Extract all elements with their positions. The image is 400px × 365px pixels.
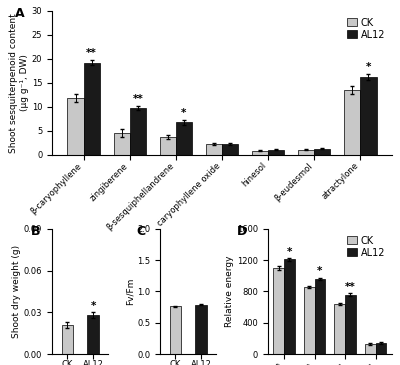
Text: *: * <box>90 301 96 311</box>
Legend: CK, AL12: CK, AL12 <box>345 16 387 42</box>
Y-axis label: Fv/Fm: Fv/Fm <box>125 278 134 305</box>
Text: **: ** <box>132 94 143 104</box>
Bar <box>268 150 284 155</box>
Bar <box>62 325 73 354</box>
Y-axis label: Shoot sesquiterpenoid content
(μg g⁻¹, DW): Shoot sesquiterpenoid content (μg g⁻¹, D… <box>10 13 29 153</box>
Bar <box>360 77 376 155</box>
Bar <box>345 295 356 354</box>
Bar <box>195 305 207 354</box>
Bar <box>87 315 99 354</box>
Text: **: ** <box>86 49 97 58</box>
Bar <box>314 149 330 155</box>
Text: *: * <box>181 108 187 118</box>
Bar <box>170 307 181 354</box>
Text: D: D <box>237 225 247 238</box>
Bar <box>160 137 176 155</box>
Bar <box>376 343 386 354</box>
Bar <box>334 304 345 354</box>
Text: *: * <box>317 266 323 276</box>
Bar <box>114 133 130 155</box>
Text: A: A <box>15 7 24 20</box>
Bar <box>304 287 315 354</box>
Bar <box>315 279 325 354</box>
Bar <box>176 122 192 155</box>
Bar <box>84 63 100 155</box>
Y-axis label: Shoot dry weight (g): Shoot dry weight (g) <box>12 245 21 338</box>
Text: *: * <box>287 247 292 257</box>
Bar <box>298 150 314 155</box>
Text: C: C <box>136 225 145 238</box>
Bar <box>344 90 360 155</box>
Text: **: ** <box>345 282 356 292</box>
Text: B: B <box>30 225 40 238</box>
Bar <box>365 344 376 354</box>
Legend: CK, AL12: CK, AL12 <box>345 234 387 260</box>
Bar <box>206 144 222 155</box>
Bar <box>130 108 146 155</box>
Y-axis label: Relative energy: Relative energy <box>225 256 234 327</box>
Bar <box>68 98 84 155</box>
Bar <box>273 268 284 354</box>
Bar <box>252 151 268 155</box>
Bar <box>222 144 238 155</box>
Bar <box>284 260 295 354</box>
Text: *: * <box>366 62 371 72</box>
